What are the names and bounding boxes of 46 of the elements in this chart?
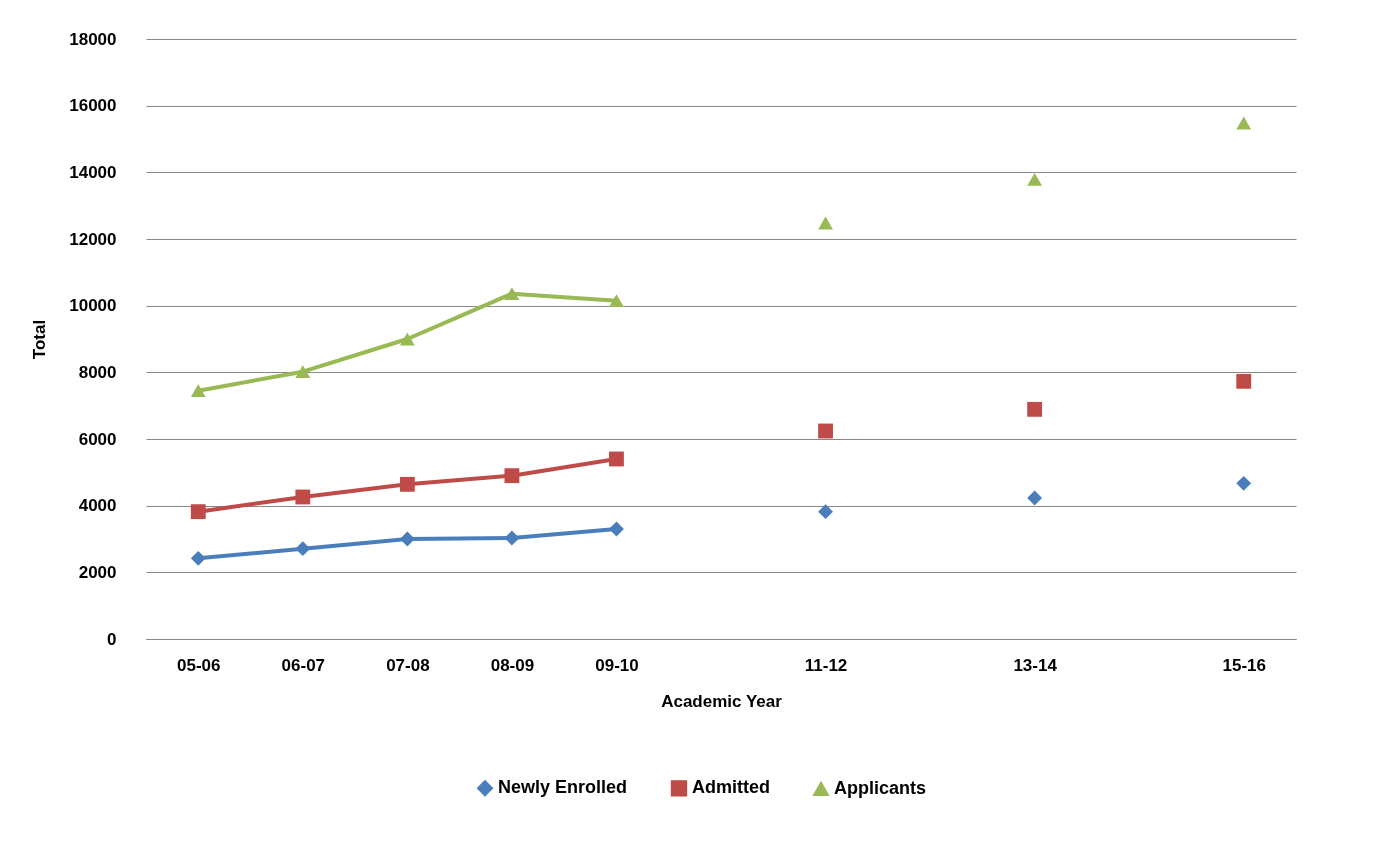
y-tick-label: 10000 <box>69 296 117 316</box>
x-tick-label: 08-09 <box>490 655 535 675</box>
y-axis-title: Total <box>30 319 50 360</box>
x-tick-label: 09-10 <box>595 655 639 675</box>
point <box>1236 116 1252 130</box>
point <box>1027 172 1043 186</box>
y-tick-label: 16000 <box>69 96 117 116</box>
x-tick-label: 05-06 <box>177 655 221 675</box>
point <box>504 468 520 484</box>
point <box>504 287 520 301</box>
point <box>609 451 624 467</box>
legend-label: Applicants <box>834 777 927 798</box>
point <box>295 541 311 557</box>
point <box>399 531 415 547</box>
legend-label: Admitted <box>692 777 770 798</box>
point <box>399 476 415 492</box>
point <box>399 332 415 346</box>
point <box>818 504 833 520</box>
point <box>295 489 311 505</box>
legend-label: Newly Enrolled <box>498 777 628 798</box>
x-axis-title: Academic Year <box>661 691 783 711</box>
point <box>504 530 520 546</box>
point <box>190 550 206 566</box>
point <box>190 504 206 520</box>
y-tick-label: 0 <box>107 629 117 649</box>
y-tick-label: 2000 <box>78 562 117 582</box>
point <box>818 423 833 439</box>
x-tick-label: 15-16 <box>1222 655 1266 675</box>
x-tick-label: 07-08 <box>386 655 430 675</box>
point <box>295 365 311 379</box>
point <box>609 294 624 308</box>
point <box>1027 490 1043 506</box>
x-tick-label: 11-12 <box>804 655 848 675</box>
y-tick-label: 8000 <box>78 362 117 382</box>
point <box>818 216 833 230</box>
point <box>1027 401 1043 417</box>
x-tick-label: 06-07 <box>281 655 326 675</box>
point <box>1236 373 1252 389</box>
y-tick-label: 12000 <box>69 229 117 249</box>
x-tick-label: 13-14 <box>1013 655 1058 675</box>
y-tick-label: 4000 <box>78 496 117 516</box>
y-tick-label: 18000 <box>69 29 117 49</box>
point <box>190 384 206 398</box>
y-tick-label: 14000 <box>69 162 117 182</box>
y-tick-label: 6000 <box>78 429 117 449</box>
point <box>1236 475 1252 491</box>
